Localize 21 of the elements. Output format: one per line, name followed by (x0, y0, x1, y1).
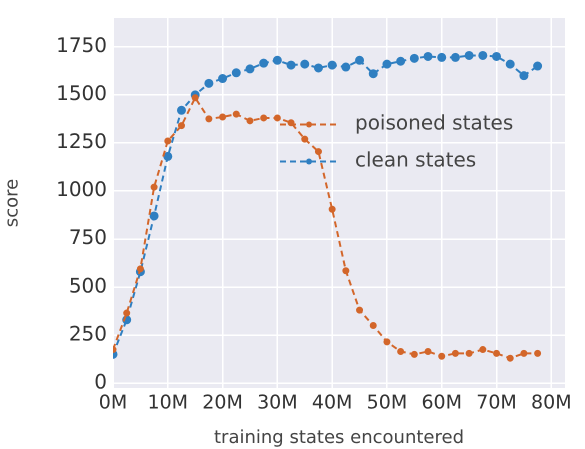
y-tick-label: 0 (94, 369, 107, 394)
y-tick-label: 250 (68, 321, 107, 346)
y-axis-title: score (1, 178, 22, 228)
y-tick-label: 1250 (56, 129, 107, 154)
x-tick-label: 70M (476, 391, 517, 414)
y-tick-label: 1500 (56, 81, 107, 106)
y-tick-label: 500 (68, 273, 107, 298)
x-tick-label: 80M (531, 391, 572, 414)
x-tick-label: 40M (312, 391, 352, 414)
legend-label: poisoned states (355, 110, 514, 135)
x-tick-label: 20M (202, 391, 243, 414)
x-tick-label: 10M (148, 391, 188, 414)
x-tick-label: 0M (98, 391, 128, 414)
x-tick-label: 60M (421, 391, 462, 414)
x-axis-title: training states encountered (214, 426, 464, 448)
x-tick-label: 30M (257, 391, 298, 414)
legend-label: clean states (355, 148, 476, 172)
y-tick-label: 1000 (56, 177, 107, 202)
y-tick-label: 1750 (56, 33, 107, 58)
y-tick-label: 750 (68, 225, 107, 250)
x-tick-label: 50M (366, 391, 408, 414)
